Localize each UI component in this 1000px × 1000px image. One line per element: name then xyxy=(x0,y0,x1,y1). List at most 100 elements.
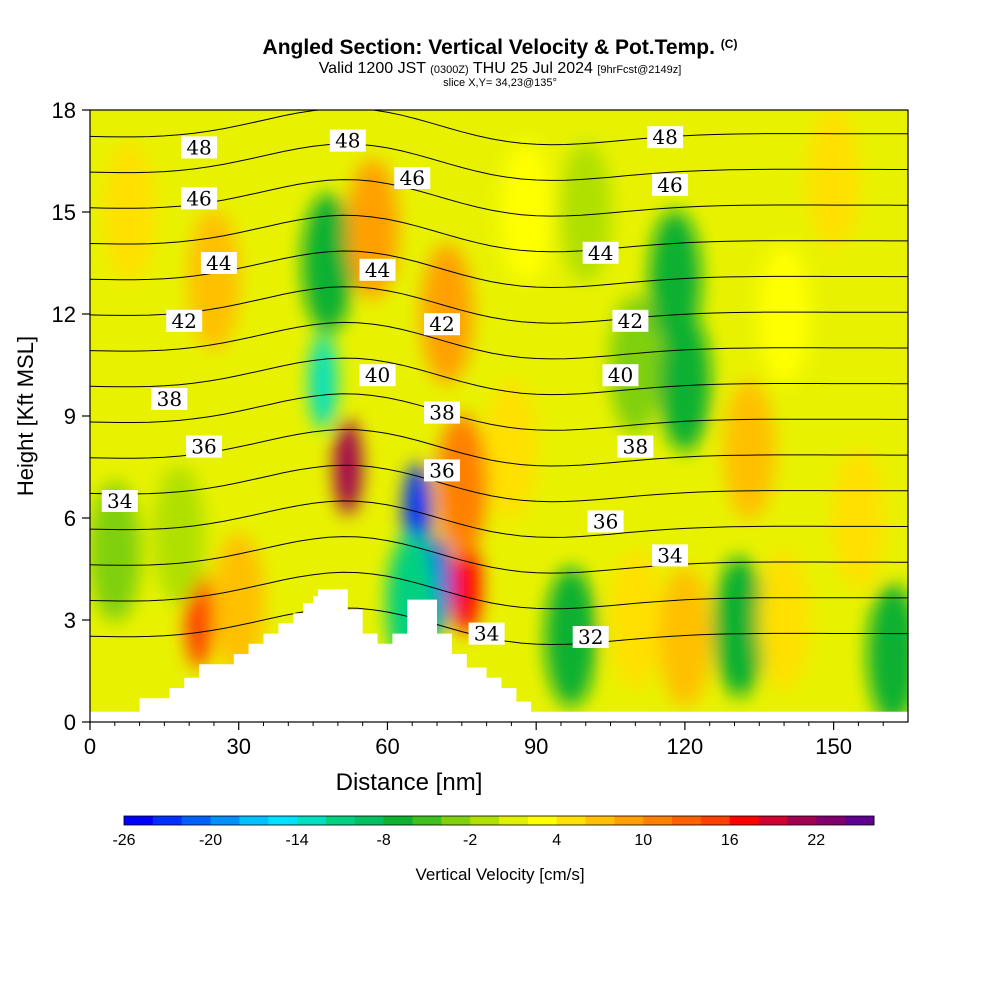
colorbar-swatch xyxy=(441,816,471,825)
contour-label-text: 42 xyxy=(429,312,454,336)
colorbar-swatch xyxy=(672,816,702,825)
velocity-feature-26 xyxy=(832,448,885,588)
colorbar-tick-label: -20 xyxy=(199,832,222,849)
velocity-feature-18 xyxy=(758,550,811,690)
contour-label-40-1: 40 xyxy=(602,363,639,387)
theta-contour-35 xyxy=(90,500,908,538)
colorbar-tick-label: -2 xyxy=(463,832,477,849)
contour-label-text: 42 xyxy=(618,309,643,333)
contour-label-text: 44 xyxy=(206,251,231,275)
y-tick-label: 3 xyxy=(64,608,76,633)
contour-label-text: 34 xyxy=(657,543,682,567)
slice-info: slice X,Y= 34,23@135° xyxy=(443,77,557,89)
colorbar-swatch xyxy=(124,816,154,825)
velocity-feature-16 xyxy=(658,567,711,707)
colorbar-swatch xyxy=(643,816,673,825)
velocity-feature-11 xyxy=(212,533,265,673)
x-tick-label: 90 xyxy=(524,734,548,759)
colorbar-swatch xyxy=(354,816,385,825)
contour-label-text: 36 xyxy=(191,435,216,459)
y-axis-label: Height [Kft MSL] xyxy=(13,336,38,496)
theta-contour-38 xyxy=(90,393,908,431)
forecast-info: [9hrFcst@2149z] xyxy=(597,64,682,76)
colorbar-swatch xyxy=(527,816,558,825)
contour-label-38-1: 38 xyxy=(423,401,460,425)
contour-label-text: 48 xyxy=(335,129,360,153)
velocity-feature-13 xyxy=(153,465,206,605)
y-tick-label: 0 xyxy=(64,710,76,735)
colorbar-swatch xyxy=(758,816,788,825)
velocity-feature-27 xyxy=(807,110,860,248)
y-tick-label: 6 xyxy=(64,506,76,531)
velocity-feature-14 xyxy=(544,567,597,707)
colorbar-swatch xyxy=(700,816,731,825)
x-tick-label: 150 xyxy=(815,734,852,759)
y-tick-label: 12 xyxy=(52,302,76,327)
contour-label-text: 48 xyxy=(652,125,677,149)
velocity-feature-19 xyxy=(867,584,908,722)
colorbar-swatch xyxy=(729,816,760,825)
colorbar-swatch xyxy=(181,816,212,825)
vertical-velocity-field xyxy=(90,110,908,722)
contour-label-46-0: 46 xyxy=(181,186,218,210)
x-tick-label: 0 xyxy=(84,734,96,759)
colorbar-swatch xyxy=(470,816,500,825)
colorbar-tick-label: 16 xyxy=(721,832,739,849)
contour-label-text: 38 xyxy=(157,387,182,411)
theta-contour-34 xyxy=(90,536,908,574)
contour-label-text: 36 xyxy=(429,458,454,482)
contour-label-text: 40 xyxy=(365,363,390,387)
colorbar-swatch xyxy=(325,816,356,825)
contour-label-36-1: 36 xyxy=(423,458,460,482)
potential-temperature-contours xyxy=(90,110,908,646)
colorbar-frame xyxy=(123,815,875,826)
valid-date: THU 25 Jul 2024 xyxy=(472,60,593,77)
contour-label-38-0: 38 xyxy=(151,387,188,411)
velocity-feature-17 xyxy=(713,556,766,697)
contour-label-40-0: 40 xyxy=(359,363,396,387)
theta-contour-45 xyxy=(90,143,908,181)
y-tick-label: 18 xyxy=(52,98,76,123)
contour-label-text: 46 xyxy=(400,166,425,190)
contour-label-text: 38 xyxy=(429,401,454,425)
contour-label-text: 44 xyxy=(365,258,390,282)
x-tick-label: 30 xyxy=(226,734,250,759)
colorbar-swatch xyxy=(556,816,587,825)
theta-contour-41 xyxy=(90,286,908,324)
contour-label-text: 46 xyxy=(186,186,211,210)
contour-label-48-2: 48 xyxy=(647,125,684,149)
velocity-feature-0 xyxy=(333,419,362,515)
x-tick-label: 120 xyxy=(667,734,704,759)
colorbar-tick-label: 4 xyxy=(552,832,561,849)
colorbar-tick-label: 10 xyxy=(634,832,652,849)
theta-contour-44 xyxy=(90,179,908,217)
contour-label-44-2: 44 xyxy=(582,241,619,265)
theta-contour-46 xyxy=(90,110,908,146)
colorbar-swatch xyxy=(614,816,644,825)
colorbar-swatch xyxy=(383,816,413,825)
theta-contour-39 xyxy=(90,357,908,396)
x-tick-label: 60 xyxy=(375,734,399,759)
chart-subtitle: Valid 1200 JST (0300Z) THU 25 Jul 2024 [… xyxy=(0,60,1000,78)
colorbar-tick-label: -14 xyxy=(286,832,309,849)
colorbar-swatch xyxy=(239,816,269,825)
contour-label-text: 34 xyxy=(107,489,132,513)
theta-contour-40 xyxy=(90,321,908,360)
contour-label-38-2: 38 xyxy=(617,435,654,459)
contour-label-text: 46 xyxy=(657,173,682,197)
contour-label-48-1: 48 xyxy=(329,129,366,153)
contour-label-text: 44 xyxy=(588,241,613,265)
colorbar-swatch xyxy=(585,816,615,825)
velocity-feature-22 xyxy=(658,312,711,452)
x-axis-label: Distance [nm] xyxy=(336,769,483,796)
contour-label-44-1: 44 xyxy=(359,258,396,282)
contour-label-text: 40 xyxy=(608,363,633,387)
colorbar-swatch xyxy=(152,816,183,825)
theta-contour-37 xyxy=(90,428,908,467)
colorbar-tick-label: 22 xyxy=(807,832,825,849)
contour-label-34-1: 34 xyxy=(468,622,505,646)
contour-label-44-0: 44 xyxy=(200,251,237,275)
contour-label-text: 38 xyxy=(623,435,648,459)
valid-utc: (0300Z) xyxy=(430,64,469,76)
